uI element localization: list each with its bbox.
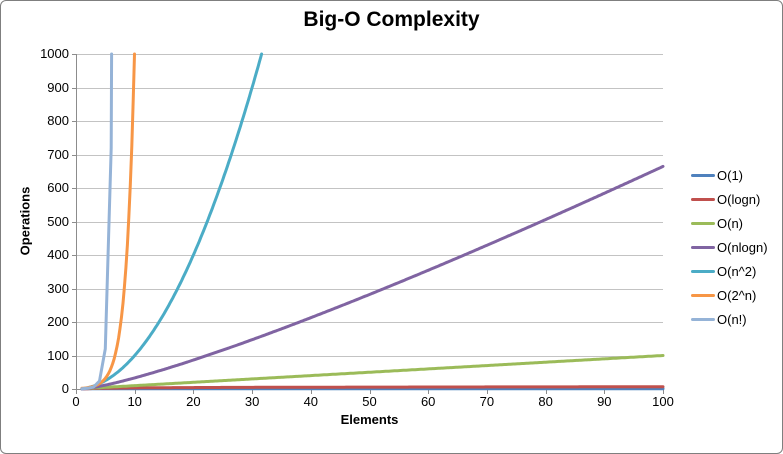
y-tick-label: 1000 [40, 46, 69, 61]
legend-line-swatch [691, 197, 715, 201]
y-tick-label: 700 [47, 146, 69, 162]
x-tick-label: 0 [72, 394, 80, 409]
legend-item: O(n) [691, 211, 768, 235]
y-tick-label: 600 [47, 180, 69, 195]
legend-item: O(nlogn) [691, 235, 768, 259]
x-tick-label: 90 [597, 394, 612, 409]
legend-label: O(1) [717, 167, 743, 183]
x-tick-label: 10 [127, 394, 142, 409]
legend-line-swatch [691, 221, 715, 225]
legend-line-swatch [691, 269, 715, 273]
legend-item: O(2^n) [691, 283, 768, 307]
series-line-n^2 [80, 52, 264, 391]
x-tick-label: 30 [244, 394, 260, 409]
legend-line-swatch [691, 173, 715, 177]
legend-line-swatch [691, 293, 715, 297]
legend-label: O(logn) [717, 191, 761, 207]
x-tick-label: 70 [479, 394, 495, 409]
legend-item: O(logn) [691, 187, 768, 211]
x-tick-label: 100 [652, 394, 674, 409]
series-line-n*log2(n) [80, 164, 665, 391]
y-tick-label: 100 [47, 347, 69, 363]
chart-title: Big-O Complexity [303, 8, 480, 31]
x-tick-label: 20 [186, 394, 201, 409]
legend-label: O(nlogn) [717, 239, 768, 255]
y-tick-label: 900 [47, 79, 69, 95]
legend-item: O(n!) [691, 307, 768, 331]
y-tick-label: 400 [47, 247, 69, 262]
y-tick-label: 300 [47, 280, 69, 296]
y-tick-label: 500 [47, 213, 69, 229]
series-line-n! [80, 52, 114, 391]
x-tick-label: 80 [538, 394, 553, 409]
legend-label: O(2^n) [717, 287, 757, 303]
legend: O(1) O(logn) O(n) O(nlogn) O(n^2) O(2^n) O(n!) [691, 163, 768, 331]
legend-line-swatch [691, 245, 715, 249]
y-tick-label: 200 [47, 314, 69, 329]
legend-label: O(n^2) [717, 263, 757, 279]
x-tick-label: 40 [303, 394, 319, 409]
y-tick-label: 0 [61, 381, 69, 396]
x-axis-title: Elements [340, 412, 399, 427]
x-tick-label: 50 [362, 394, 377, 409]
series-line-n [80, 354, 665, 391]
legend-label: O(n) [717, 215, 743, 231]
legend-item: O(1) [691, 163, 768, 187]
legend-item: O(n^2) [691, 259, 768, 283]
series-line-log2(n) [80, 385, 665, 391]
x-tick-label: 60 [420, 394, 436, 409]
legend-line-swatch [691, 317, 715, 321]
y-tick-label: 800 [47, 113, 69, 128]
legend-label: O(n!) [717, 311, 747, 327]
